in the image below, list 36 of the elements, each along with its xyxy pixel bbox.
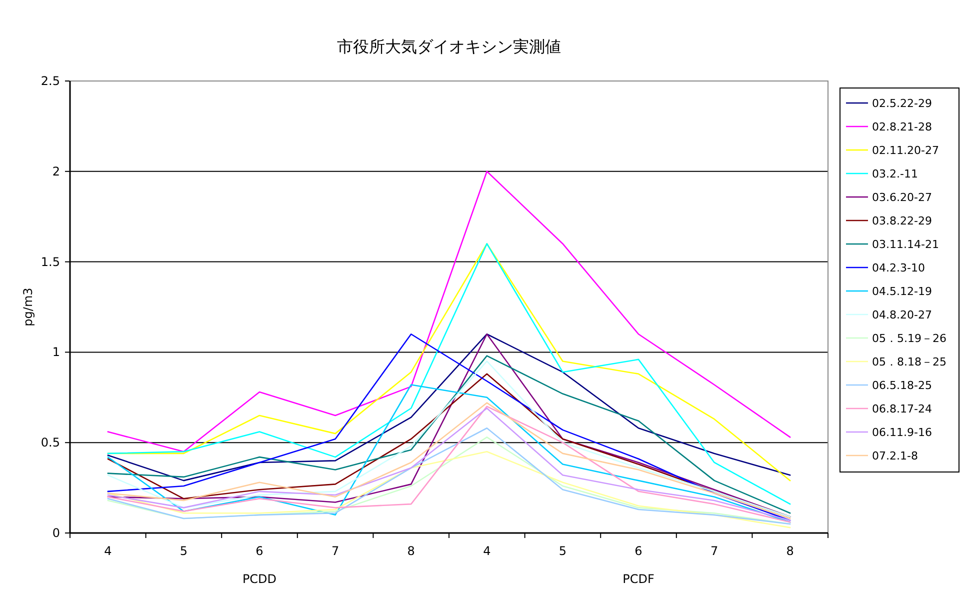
legend-label: 04.5.12-19 bbox=[872, 285, 932, 298]
y-axis-title: pg/m3 bbox=[21, 288, 35, 326]
legend-label: 06.8.17-24 bbox=[872, 402, 932, 416]
legend-label: 02.5.22-29 bbox=[872, 97, 932, 110]
y-tick-label: 1.5 bbox=[40, 254, 60, 269]
y-tick-label: 2.5 bbox=[40, 74, 60, 88]
x-tick-label: 7 bbox=[331, 544, 340, 558]
legend-label: 03.8.22-29 bbox=[872, 214, 932, 228]
text: PCDD bbox=[242, 572, 277, 586]
legend-label: 06.5.18-25 bbox=[872, 379, 932, 392]
x-tick-label: 8 bbox=[786, 544, 794, 558]
x-tick-label: 7 bbox=[710, 544, 718, 558]
legend-label: 04.8.20-27 bbox=[872, 308, 932, 322]
legend-label: 03.11.14-21 bbox=[872, 238, 939, 251]
y-tick-label: 0 bbox=[52, 526, 60, 540]
legend-label: 03.2.-11 bbox=[872, 168, 918, 180]
x-tick-label: 4 bbox=[104, 544, 112, 558]
x-tick-label: 6 bbox=[634, 544, 642, 558]
legend-label: 02.8.21-28 bbox=[872, 120, 932, 134]
x-tick-label: 8 bbox=[407, 544, 415, 558]
x-tick-label: 6 bbox=[256, 544, 264, 558]
text: PCDF bbox=[622, 572, 654, 586]
chart-title: 市役所大気ダイオキシン実測値 bbox=[337, 37, 561, 56]
legend-label: 07.2.1-8 bbox=[872, 450, 918, 462]
y-tick-label: 1 bbox=[52, 345, 60, 360]
x-tick-label: 5 bbox=[180, 544, 188, 558]
y-tick-label: 0.5 bbox=[40, 436, 60, 450]
legend-label: 03.6.20-27 bbox=[872, 191, 932, 204]
y-tick-label: 2 bbox=[52, 164, 60, 178]
legend-label: 05．8.18－25 bbox=[872, 356, 946, 368]
legend-label: 04.2.3-10 bbox=[872, 262, 925, 274]
legend-label: 06.11.9-16 bbox=[872, 426, 932, 439]
x-tick-label: 4 bbox=[483, 544, 491, 558]
x-tick-label: 5 bbox=[558, 544, 567, 558]
legend-label: 02.11.20-27 bbox=[872, 144, 939, 157]
legend-label: 05．5.19－26 bbox=[872, 332, 946, 345]
